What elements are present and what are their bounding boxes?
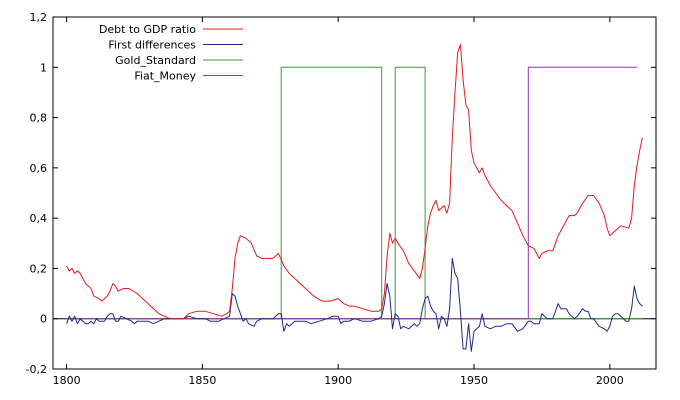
x-tick-label: 1950 (460, 374, 488, 387)
y-tick-label: 0,2 (30, 262, 48, 275)
y-tick-label: 0,4 (30, 212, 48, 225)
legend-label: Debt to GDP ratio (99, 23, 196, 36)
x-tick-label: 2000 (596, 374, 624, 387)
y-tick-label: 1 (40, 61, 47, 74)
legend: Debt to GDP ratio First differences Gold_S… (99, 23, 243, 83)
series-lines (66, 44, 643, 352)
y-tick-label: 0,8 (30, 112, 48, 125)
legend-label: First differences (108, 39, 196, 52)
axis-ticks: 1800 1850 1900 1950 2000 -0,2 0 0,2 0,4 0,6 0,8 1 1,… (26, 11, 656, 387)
series-line-debt-to-gdp-ratio (66, 44, 643, 320)
y-tick-label: 0 (40, 313, 47, 326)
plot-frame (52, 16, 657, 370)
series-line-fiat-money (66, 66, 637, 320)
y-tick-label: -0,2 (26, 363, 47, 376)
series-line-gold-standard (66, 66, 643, 320)
legend-label: Fiat_Money (134, 70, 196, 83)
x-tick-label: 1900 (324, 374, 352, 387)
legend-label: Gold_Standard (115, 54, 196, 67)
x-tick-label: 1850 (188, 374, 216, 387)
y-tick-label: 0,6 (30, 162, 48, 175)
series-line-first-differences (66, 257, 643, 352)
x-tick-label: 1800 (53, 374, 81, 387)
y-tick-label: 1,2 (30, 11, 48, 24)
